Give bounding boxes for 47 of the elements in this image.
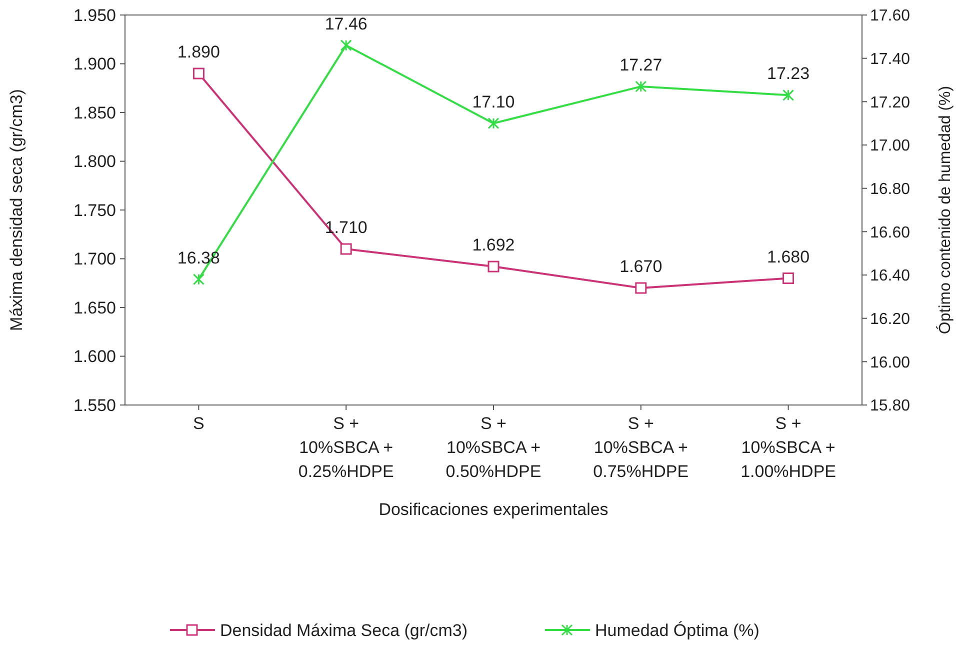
point	[340, 40, 352, 52]
data-label: 17.27	[620, 56, 662, 74]
data-label: 1.670	[620, 257, 662, 276]
y-axis-title: Máxima densidad seca (gr/cm3)	[7, 89, 26, 331]
y-tick-label: 1.800	[73, 152, 116, 172]
y2-tick-label: 16.00	[870, 354, 910, 372]
x-tick-label: S + 10%SBCA + 0.25%HDPE	[298, 414, 394, 481]
y-tick-label: 1.850	[73, 103, 116, 122]
y2-tick-label: 17.40	[870, 50, 910, 68]
y2-tick-label: 16.80	[870, 180, 910, 198]
point	[635, 282, 647, 294]
y2-tick-label: 16.20	[870, 310, 910, 328]
y-tick-label: 1.750	[73, 200, 116, 220]
y2-tick-label: 16.60	[870, 224, 910, 242]
y-tick-label: 1.550	[73, 396, 116, 415]
point	[782, 272, 794, 284]
y-tick-label: 1.650	[73, 298, 116, 318]
y-tick-label: 1.900	[73, 54, 116, 74]
y2-tick-label: 15.80	[870, 398, 910, 415]
point	[192, 68, 204, 80]
point	[340, 243, 352, 255]
y2-axis-title: Óptimo contenido de humedad (%)	[936, 86, 954, 334]
legend-label: Densidad Máxima Seca (gr/cm3)	[220, 620, 468, 640]
data-label: 17.46	[324, 14, 368, 34]
data-label: 17.10	[472, 92, 515, 112]
point	[635, 80, 647, 92]
y2-tick-label: 16.40	[870, 268, 910, 285]
y-tick-label: 1.950	[73, 6, 116, 25]
data-label: 1.890	[177, 42, 220, 62]
y-tick-label: 1.600	[73, 347, 116, 366]
y-tick-label: 1.700	[73, 250, 116, 269]
x-tick-label: S + 10%SBCA + 0.50%HDPE	[446, 414, 542, 481]
point	[782, 89, 794, 101]
data-label: 17.23	[767, 64, 810, 84]
data-label: 1.680	[767, 247, 810, 266]
data-label: 1.692	[472, 236, 515, 255]
x-tick-label: S	[193, 414, 204, 433]
x-tick-label: S + 10%SBCA + 1.00%HDPE	[740, 414, 836, 481]
x-tick-label: S + 10%SBCA + 0.75%HDPE	[593, 414, 689, 481]
point	[192, 274, 204, 286]
y2-tick-label: 17.60	[870, 8, 910, 25]
point	[488, 260, 500, 272]
x-axis-title: Dosificaciones experimentales	[378, 500, 608, 519]
point	[488, 118, 500, 130]
y2-tick-label: 17.20	[870, 94, 910, 112]
y2-tick-label: 17.00	[870, 138, 910, 155]
legend-label: Humedad Óptima (%)	[595, 620, 760, 640]
